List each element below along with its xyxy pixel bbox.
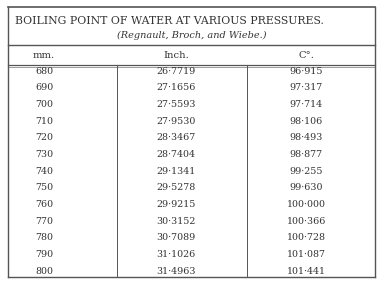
Text: 30·7089: 30·7089 (157, 233, 196, 242)
Text: 26·7719: 26·7719 (157, 67, 196, 76)
Text: 100·728: 100·728 (287, 233, 326, 242)
Text: 99·255: 99·255 (290, 167, 323, 176)
Text: 27·5593: 27·5593 (156, 100, 196, 109)
Text: 27·1656: 27·1656 (157, 83, 196, 93)
Text: 710: 710 (35, 117, 53, 126)
Text: 100·366: 100·366 (287, 217, 326, 226)
Text: 31·4963: 31·4963 (156, 267, 196, 276)
Text: 28·7404: 28·7404 (157, 150, 196, 159)
Text: 29·5278: 29·5278 (157, 183, 196, 192)
Text: 101·441: 101·441 (287, 267, 326, 276)
Text: 770: 770 (35, 217, 53, 226)
Text: 800: 800 (35, 267, 53, 276)
Text: 790: 790 (35, 250, 53, 259)
Text: 30·3152: 30·3152 (157, 217, 196, 226)
Text: (Regnault, Broch, and Wiebe.): (Regnault, Broch, and Wiebe.) (117, 31, 266, 40)
Text: 780: 780 (35, 233, 53, 242)
Text: 29·1341: 29·1341 (157, 167, 196, 176)
Text: 720: 720 (35, 133, 53, 142)
Text: 730: 730 (35, 150, 53, 159)
Text: C°.: C°. (298, 51, 314, 60)
Text: Inch.: Inch. (163, 51, 189, 60)
Text: 740: 740 (35, 167, 53, 176)
Text: 100·000: 100·000 (287, 200, 326, 209)
Text: 750: 750 (35, 183, 53, 192)
Text: 98·877: 98·877 (290, 150, 323, 159)
Text: 31·1026: 31·1026 (157, 250, 196, 259)
Text: 99·630: 99·630 (290, 183, 323, 192)
Text: 28·3467: 28·3467 (157, 133, 196, 142)
Text: 98·106: 98·106 (290, 117, 323, 126)
Text: 101·087: 101·087 (287, 250, 326, 259)
Text: 29·9215: 29·9215 (157, 200, 196, 209)
Text: 98·493: 98·493 (290, 133, 323, 142)
Text: 97·714: 97·714 (290, 100, 323, 109)
Text: BOILING POINT OF WATER AT VARIOUS PRESSURES.: BOILING POINT OF WATER AT VARIOUS PRESSU… (15, 16, 324, 26)
Text: 27·9530: 27·9530 (157, 117, 196, 126)
Text: 700: 700 (35, 100, 53, 109)
Text: mm.: mm. (33, 51, 55, 60)
Text: 690: 690 (35, 83, 53, 93)
Text: 680: 680 (35, 67, 53, 76)
Text: 760: 760 (35, 200, 53, 209)
Text: 97·317: 97·317 (290, 83, 323, 93)
Text: 96·915: 96·915 (290, 67, 323, 76)
